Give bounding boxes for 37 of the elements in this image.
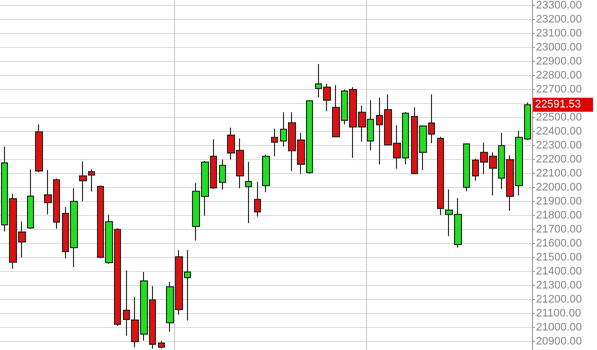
candlestick [27, 168, 34, 230]
y-tick-label: 22300.00 [536, 140, 582, 152]
candlestick [158, 340, 165, 350]
candlestick [219, 159, 226, 190]
y-tick-label: 22700.00 [536, 84, 582, 96]
y-tick-label: 21000.00 [536, 322, 582, 334]
y-tick-label: 22500.00 [536, 112, 582, 124]
y-tick-label: 21100.00 [536, 308, 582, 320]
y-tick-label: 22100.00 [536, 168, 582, 180]
y-tick-label: 21900.00 [536, 196, 582, 208]
y-tick-label: 23300.00 [536, 0, 582, 12]
y-tick-label: 21200.00 [536, 294, 582, 306]
y-tick-label: 23200.00 [536, 14, 582, 26]
candlestick [79, 161, 87, 202]
y-tick-label: 22200.00 [536, 154, 582, 166]
y-tick-label: 21700.00 [536, 224, 582, 236]
y-tick-label: 22900.00 [536, 56, 582, 68]
y-tick-label: 21600.00 [536, 238, 582, 250]
candlestick [437, 136, 444, 216]
candlestick [245, 161, 252, 224]
y-tick-label: 21400.00 [536, 266, 582, 278]
y-tick-label: 22400.00 [536, 126, 582, 138]
y-tick-label: 21800.00 [536, 210, 582, 222]
text: 22591.53 [535, 98, 581, 110]
candlestick [262, 154, 270, 193]
y-tick-label: 23100.00 [536, 28, 582, 40]
y-tick-label: 21300.00 [536, 280, 582, 292]
candlestick [271, 128, 278, 157]
candlestick [35, 124, 43, 173]
y-tick-label: 22000.00 [536, 182, 582, 194]
y-tick-label: 20900.00 [536, 336, 582, 348]
candlestick [254, 181, 261, 218]
y-tick-label: 21500.00 [536, 252, 582, 264]
candlestick [463, 142, 470, 192]
candlestick [88, 168, 95, 192]
y-tick-label: 23000.00 [536, 42, 582, 54]
y-tick-label: 22800.00 [536, 70, 582, 82]
